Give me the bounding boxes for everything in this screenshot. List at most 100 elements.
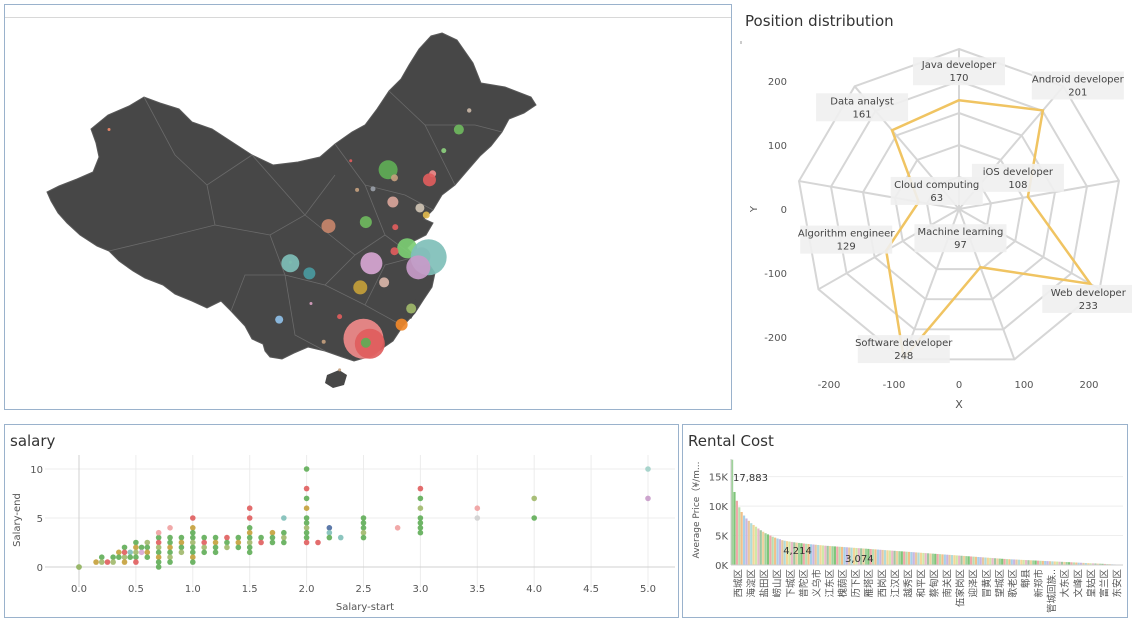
rental-bar [836, 546, 839, 565]
salary-point [116, 554, 122, 560]
rental-bar [838, 546, 841, 565]
rental-bar [742, 515, 746, 565]
salary-point [167, 534, 173, 541]
rental-axes: 15K 10K 5K 0K Average Price（¥/m... 17,883 4,21… [691, 459, 1123, 613]
rental-bar [1034, 560, 1037, 565]
rental-bar [1001, 558, 1004, 565]
salary-point [190, 549, 196, 556]
salary-point [337, 534, 344, 541]
rental-bar [1003, 558, 1006, 565]
radar-y-tick: -100 [764, 269, 787, 280]
rental-bar [903, 551, 906, 565]
salary-point [155, 539, 162, 546]
rental-x-label: 海淀区 [746, 569, 758, 598]
radar-label-value: 161 [853, 109, 872, 120]
rental-bar [1048, 561, 1052, 565]
rental-bar [929, 553, 932, 565]
map-bubble [303, 267, 316, 280]
salary-point [144, 549, 151, 556]
salary-point [110, 554, 116, 560]
position-radar-chart[interactable]: -200 -100 0 100 200 200 100 0 -100 -200 X Y Java de… [737, 4, 1132, 411]
rental-bar [795, 542, 798, 565]
map-bubble [441, 148, 447, 154]
map-bubble [281, 254, 300, 273]
rental-x-label: 崂山区 [773, 569, 784, 598]
radar-label-name: Java developer [921, 60, 997, 71]
salary-point [246, 549, 253, 556]
salary-point [303, 466, 310, 472]
salary-point [144, 539, 151, 546]
rental-x-label: 和平区 [916, 569, 927, 598]
map-bubble [107, 128, 111, 132]
salary-point [201, 539, 207, 546]
rental-x-label: 皇姑区 [1085, 569, 1097, 598]
salary-point [246, 515, 253, 521]
salary-x-tick: 2.0 [299, 584, 315, 595]
map-bubble [395, 318, 408, 331]
rental-bar [1005, 559, 1009, 565]
salary-point [167, 554, 173, 560]
salary-point [224, 544, 230, 551]
salary-point [212, 549, 219, 556]
salary-point [178, 544, 185, 551]
rental-bar [1010, 559, 1013, 565]
radar-y-tick: 0 [781, 205, 787, 216]
radar-axes: -200 -100 0 100 200 200 100 0 -100 -200 X Y [740, 41, 1099, 411]
rental-bar [833, 546, 836, 565]
rental-bar [991, 558, 994, 565]
salary-point [212, 539, 219, 546]
map-header-divider [5, 17, 731, 18]
rental-bar [793, 542, 796, 565]
rental-bar [869, 549, 872, 565]
radar-x-axis-title: X [955, 398, 963, 411]
map-bubble [392, 224, 399, 231]
salary-point [121, 559, 128, 565]
radar-y-tick: 100 [768, 141, 787, 152]
rental-bar [950, 555, 954, 565]
rental-x-label: 蔡甸区 [929, 569, 941, 598]
china-bubble-map[interactable] [5, 5, 731, 409]
rental-bar [898, 551, 901, 565]
rental-bar [972, 556, 975, 565]
radar-label-name: Machine learning [918, 227, 1004, 238]
rental-bar [1044, 560, 1047, 565]
rental-x-label: 管城回族.. [1046, 569, 1058, 613]
rental-x-label: 历下区 [851, 569, 862, 598]
rental-bar [955, 555, 958, 565]
rental-bar [747, 520, 750, 565]
rental-x-label: 西城区 [734, 569, 745, 598]
map-bubble [353, 280, 368, 295]
rental-bar [745, 518, 748, 565]
rental-bar [912, 552, 915, 565]
salary-point [326, 525, 333, 531]
rental-bar [826, 545, 829, 565]
rental-x-label: 盐田区 [759, 569, 771, 598]
rental-bar [1051, 561, 1054, 565]
salary-point [235, 544, 242, 551]
salary-point [474, 505, 481, 511]
rental-bar [946, 554, 949, 565]
salary-scatter-chart[interactable]: 0.0 0.5 1.0 1.5 2.0 2.5 3.0 3.5 4.0 4.5 5.0 10 5 0 Sal… [5, 425, 678, 617]
map-bubble [415, 203, 425, 213]
radar-grid-ring [797, 47, 1121, 361]
rental-bar [915, 552, 918, 565]
rental-bar [1070, 562, 1073, 565]
rental-bar [1063, 561, 1066, 565]
rental-bar [979, 557, 982, 565]
rental-bar [731, 459, 734, 565]
rental-bar-chart[interactable]: 15K 10K 5K 0K Average Price（¥/m... 17,883 4,21… [683, 425, 1127, 617]
rental-x-label: 歌老区 [1007, 569, 1019, 598]
rental-bar [778, 539, 781, 565]
salary-point [133, 559, 139, 565]
rental-bar [819, 545, 822, 565]
salary-point [235, 539, 242, 546]
rental-bar [881, 549, 884, 565]
rental-bar [805, 543, 808, 565]
rental-bar [1096, 563, 1099, 565]
radar-label-box [816, 93, 909, 122]
salary-point [326, 529, 333, 536]
rental-x-label: 郫县 [1020, 569, 1032, 588]
salary-point [417, 515, 424, 521]
rental-bar [888, 550, 891, 565]
rental-bar [776, 538, 779, 565]
